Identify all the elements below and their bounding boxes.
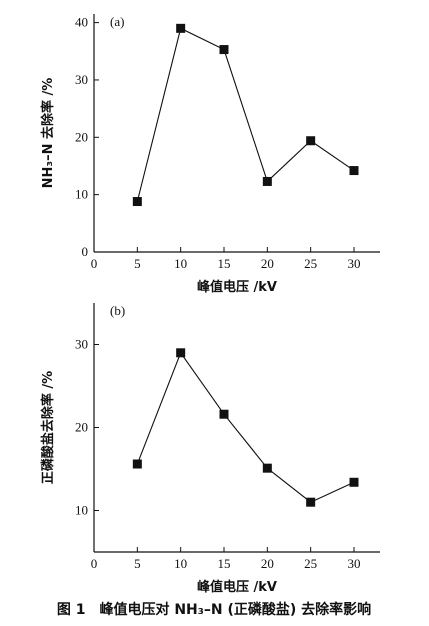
data-point	[132, 197, 142, 207]
x-tick-label: 15	[218, 256, 231, 271]
x-tick-label: 10	[174, 256, 187, 271]
x-tick-label: 5	[134, 556, 141, 571]
data-point	[219, 409, 229, 419]
data-point	[176, 348, 186, 358]
x-tick-label: 20	[261, 556, 274, 571]
y-tick-label: 10	[75, 187, 88, 202]
x-tick-label: 30	[348, 256, 361, 271]
data-point	[349, 166, 359, 176]
panel-label: (b)	[110, 303, 125, 318]
x-tick-label: 0	[91, 556, 98, 571]
data-point	[306, 136, 316, 146]
data-point	[262, 176, 272, 186]
x-tick-label: 20	[261, 256, 274, 271]
y-tick-label: 30	[75, 337, 88, 352]
data-point	[306, 497, 316, 507]
x-axis-title: 峰值电压 /kV	[197, 579, 277, 595]
data-point	[349, 477, 359, 487]
y-axis-title: NH₃–N 去除率 /%	[40, 78, 56, 189]
data-point	[262, 463, 272, 473]
x-tick-label: 25	[304, 256, 317, 271]
y-tick-label: 20	[75, 129, 88, 144]
figure-caption: 图 1 峰值电压对 NH₃–N (正磷酸盐) 去除率影响	[57, 601, 371, 618]
y-tick-label: 0	[82, 244, 89, 259]
data-point	[219, 45, 229, 55]
data-point	[132, 459, 142, 469]
x-tick-label: 10	[174, 556, 187, 571]
series-line	[136, 351, 355, 503]
y-tick-label: 10	[75, 503, 88, 518]
x-tick-label: 15	[218, 556, 231, 571]
chart-panel-b: 0 5 10 15 20 25 30 10 20 30 峰值电压 /kV 正磷酸盐去除率 /% (b)	[40, 303, 380, 595]
y-tick-label: 20	[75, 420, 88, 435]
x-axis-title: 峰值电压 /kV	[197, 279, 277, 295]
x-tick-label: 30	[348, 556, 361, 571]
data-point	[176, 23, 186, 33]
x-tick-label: 25	[304, 556, 317, 571]
x-tick-label: 0	[91, 256, 98, 271]
panel-label: (a)	[110, 14, 124, 29]
x-tick-label: 5	[134, 256, 141, 271]
series-line	[136, 27, 355, 202]
y-tick-label: 40	[75, 15, 88, 30]
y-axis-title: 正磷酸盐去除率 /%	[40, 371, 56, 484]
y-tick-label: 30	[75, 72, 88, 87]
chart-panel-a: 0 5 10 15 20 25 30 0 10 20 30 40 峰值电压 /kV NH₃–N 去除率 /…	[40, 14, 380, 295]
